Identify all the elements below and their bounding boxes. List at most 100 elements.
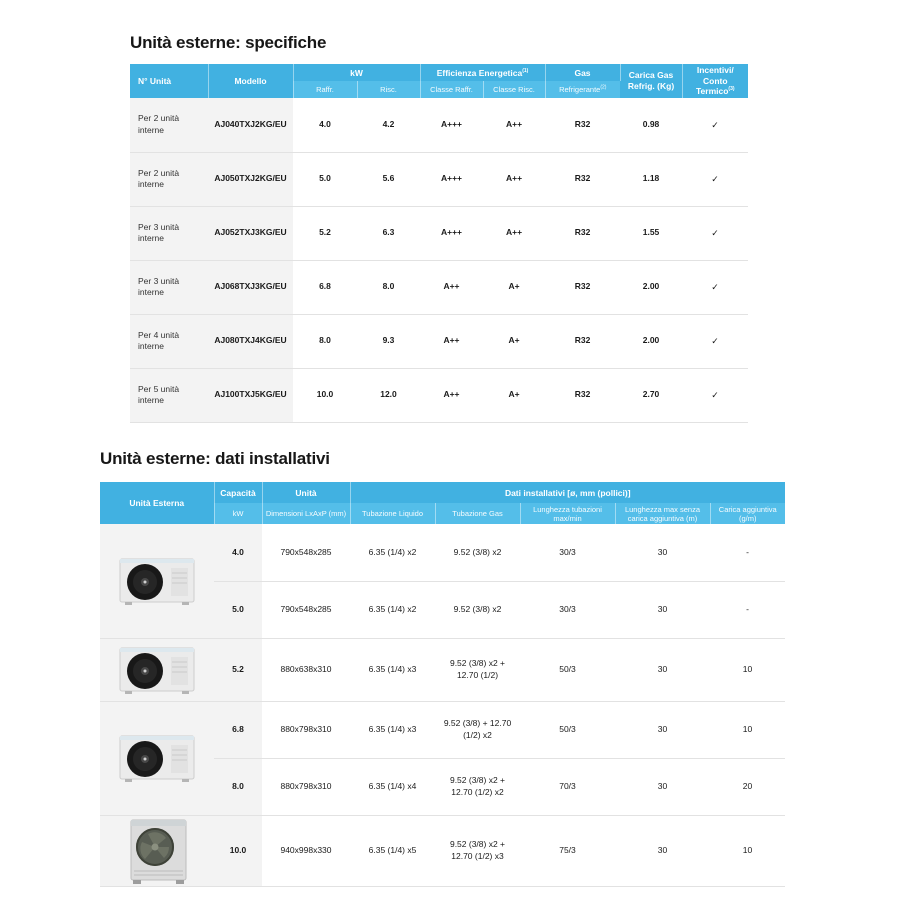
header-incentivi: Incentivi/ Conto Termico(3)	[682, 64, 749, 98]
cell-dimensioni: 790x548x285	[262, 524, 350, 582]
cell-n-unita: Per 3 unità interne	[130, 260, 208, 315]
cell-carica-aggiuntiva: -	[710, 524, 786, 582]
header-unita: Unità	[262, 482, 351, 503]
cell-tubazione-gas: 9.52 (3/8) x2	[435, 524, 520, 582]
header-capacita: Capacità	[214, 482, 263, 503]
cell-capacita: 4.0	[214, 524, 262, 582]
cell-unit-image	[100, 815, 214, 887]
section-specifiche: Unità esterne: specifiche N° Unità Model…	[130, 33, 749, 423]
header-carica-gas: Carica Gas Refrig. (Kg)	[620, 64, 683, 98]
cell-lunghezza-max: 30	[615, 524, 710, 582]
install-table-row: 6.8 880x798x310 6.35 (1/4) x3 9.52 (3/8)…	[100, 701, 786, 816]
cell-kw-raffr: 5.2	[293, 206, 357, 261]
outdoor-unit-image	[119, 558, 195, 605]
spec-table: N° Unità Modello kW Efficienza Energetic…	[130, 64, 749, 423]
cell-classe-risc: A++	[483, 98, 546, 153]
cell-modello: AJ100TXJ5KG/EU	[208, 368, 293, 423]
header-refrigerante: Refrigerante(2)	[545, 81, 621, 98]
cell-carica-aggiuntiva: -	[710, 581, 786, 639]
outdoor-unit-image-large	[130, 819, 187, 884]
cell-capacita: 8.0	[214, 758, 262, 816]
cell-gas: R32	[545, 260, 621, 315]
cell-lunghezza-max: 30	[615, 701, 710, 759]
cell-tubazione-liquido: 6.35 (1/4) x3	[350, 701, 435, 759]
cell-kw-raffr: 10.0	[293, 368, 357, 423]
cell-lunghezza-tubazioni: 70/3	[520, 758, 615, 816]
cell-lunghezza-max: 30	[615, 758, 710, 816]
cell-n-unita: Per 2 unità interne	[130, 98, 208, 153]
install-table-row: 4.0 790x548x285 6.35 (1/4) x2 9.52 (3/8)…	[100, 524, 786, 639]
cell-carica: 2.70	[620, 368, 683, 423]
header-dati-installativi-group: Dati installativi [ø, mm (pollici)]	[350, 482, 786, 503]
install-table: Unità Esterna Capacità Unità Dati instal…	[100, 482, 786, 887]
cell-capacita: 10.0	[214, 815, 262, 887]
cell-kw-risc: 9.3	[357, 314, 420, 369]
cell-classe-risc: A+	[483, 314, 546, 369]
cell-incentivi-check: ✓	[682, 314, 749, 369]
cell-tubazione-gas: 9.52 (3/8) x2	[435, 581, 520, 639]
cell-kw-raffr: 4.0	[293, 98, 357, 153]
cell-modello: AJ068TXJ3KG/EU	[208, 260, 293, 315]
install-table-row: 10.0 940x998x330 6.35 (1/4) x5 9.52 (3/8…	[100, 815, 786, 887]
cell-kw-raffr: 8.0	[293, 314, 357, 369]
cell-classe-raffr: A++	[420, 314, 483, 369]
cell-tubazione-liquido: 6.35 (1/4) x4	[350, 758, 435, 816]
cell-carica-aggiuntiva: 10	[710, 701, 786, 759]
cell-kw-risc: 8.0	[357, 260, 420, 315]
header-efficienza-label: Efficienza Energetica	[436, 67, 523, 78]
cell-carica: 1.55	[620, 206, 683, 261]
spec-table-row: Per 2 unità interne AJ050TXJ2KG/EU 5.0 5…	[130, 152, 749, 207]
header-lunghezza-tubazioni: Lunghezza tubazioni max/min	[520, 503, 616, 524]
cell-lunghezza-tubazioni: 30/3	[520, 581, 615, 639]
cell-classe-raffr: A+++	[420, 206, 483, 261]
cell-carica-aggiuntiva: 20	[710, 758, 786, 816]
cell-incentivi-check: ✓	[682, 98, 749, 153]
cell-capacita: 5.2	[214, 638, 262, 702]
cell-dimensioni: 880x798x310	[262, 758, 350, 816]
cell-lunghezza-tubazioni: 50/3	[520, 638, 615, 702]
header-carica-line2: Refrig. (Kg)	[627, 81, 675, 91]
cell-unit-image	[100, 638, 214, 702]
cell-kw-raffr: 6.8	[293, 260, 357, 315]
cell-tubazione-liquido: 6.35 (1/4) x3	[350, 638, 435, 702]
outdoor-unit-image	[119, 735, 195, 782]
header-efficienza-sup: (1)	[522, 67, 529, 74]
cell-tubazione-liquido: 6.35 (1/4) x2	[350, 524, 435, 582]
cell-unit-image	[100, 701, 214, 816]
cell-kw-raffr: 5.0	[293, 152, 357, 207]
outdoor-unit-image	[119, 647, 195, 694]
cell-tubazione-gas: 9.52 (3/8) + 12.70 (1/2) x2	[435, 701, 520, 759]
cell-modello: AJ050TXJ2KG/EU	[208, 152, 293, 207]
cell-incentivi-check: ✓	[682, 152, 749, 207]
cell-n-unita: Per 4 unità interne	[130, 314, 208, 369]
header-classe-raffr: Classe Raffr.	[420, 81, 484, 98]
cell-lunghezza-tubazioni: 30/3	[520, 524, 615, 582]
cell-unit-image	[100, 524, 214, 639]
cell-tubazione-gas: 9.52 (3/8) x2 + 12.70 (1/2) x3	[435, 815, 520, 887]
install-table-row: 8.0 880x798x310 6.35 (1/4) x4 9.52 (3/8)…	[100, 758, 786, 816]
header-tubazione-gas: Tubazione Gas	[435, 503, 521, 524]
cell-classe-raffr: A++	[420, 368, 483, 423]
cell-classe-risc: A+	[483, 368, 546, 423]
header-incentivi-label: Conto Termico	[695, 75, 729, 97]
spec-table-row: Per 5 unità interne AJ100TXJ5KG/EU 10.0 …	[130, 368, 749, 423]
cell-tubazione-liquido: 6.35 (1/4) x5	[350, 815, 435, 887]
section-dati-installativi: Unità esterne: dati installativi Unità E…	[100, 449, 786, 887]
cell-n-unita: Per 5 unità interne	[130, 368, 208, 423]
cell-classe-risc: A++	[483, 206, 546, 261]
header-efficienza-group: Efficienza Energetica(1)	[420, 64, 546, 81]
cell-classe-risc: A++	[483, 152, 546, 207]
spec-table-row: Per 3 unità interne AJ052TXJ3KG/EU 5.2 6…	[130, 206, 749, 261]
header-modello: Modello	[208, 64, 294, 98]
header-incentivi-sup: (3)	[728, 86, 735, 93]
cell-classe-risc: A+	[483, 260, 546, 315]
cell-dimensioni: 790x548x285	[262, 581, 350, 639]
cell-classe-raffr: A+++	[420, 152, 483, 207]
cell-dimensioni: 880x638x310	[262, 638, 350, 702]
cell-dimensioni: 880x798x310	[262, 701, 350, 759]
header-unita-esterna: Unità Esterna	[100, 482, 215, 524]
header-kw-group: kW	[293, 64, 421, 81]
cell-classe-raffr: A+++	[420, 98, 483, 153]
cell-lunghezza-max: 30	[615, 638, 710, 702]
cell-gas: R32	[545, 368, 621, 423]
